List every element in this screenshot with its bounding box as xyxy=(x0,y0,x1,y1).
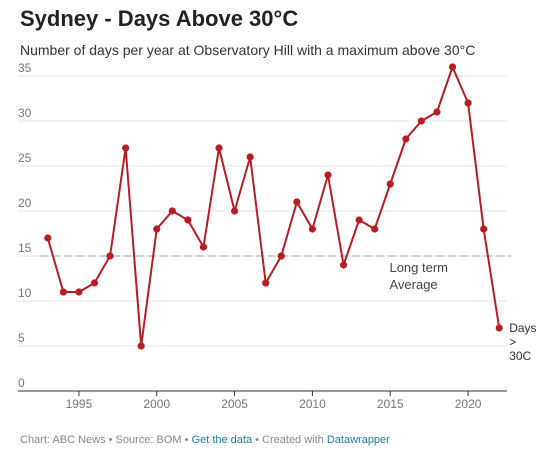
y-tick-label: 0 xyxy=(18,376,25,390)
datawrapper-link[interactable]: Datawrapper xyxy=(326,434,390,446)
data-point-2022 xyxy=(495,324,503,332)
data-point-1994 xyxy=(59,288,67,296)
chart-title: Sydney - Days Above 30°C xyxy=(20,6,299,31)
data-point-2018 xyxy=(433,108,441,116)
y-axis-ticks: 0 5 10 15 20 25 30 35 xyxy=(18,61,32,390)
data-point-1997 xyxy=(106,252,114,260)
x-axis-ticks: 1995 2000 2005 2010 2015 2020 xyxy=(66,391,482,411)
y-tick-label: 20 xyxy=(18,196,32,210)
data-point-2009 xyxy=(293,198,301,206)
data-point-1999 xyxy=(137,342,145,350)
data-point-2021 xyxy=(480,225,488,233)
data-point-2006 xyxy=(246,153,254,161)
data-point-2020 xyxy=(464,99,472,107)
end-label-group: Days>30C xyxy=(509,321,536,363)
y-tick-label: 35 xyxy=(18,61,32,75)
data-point-2011 xyxy=(324,171,332,179)
data-point-2014 xyxy=(371,225,379,233)
data-point-2010 xyxy=(308,225,317,233)
data-point-1995 xyxy=(75,288,83,296)
data-point-2015 xyxy=(386,180,394,188)
y-tick-label: 5 xyxy=(18,331,25,345)
y-tick-label: 30 xyxy=(18,106,32,120)
y-tick-label: 25 xyxy=(18,151,32,165)
footer-credit: Chart: ABC News • Source: BOM • xyxy=(20,434,192,446)
series-end-label: Days xyxy=(509,321,536,335)
data-point-2017 xyxy=(417,117,425,125)
series-group xyxy=(44,63,503,350)
data-point-2001 xyxy=(168,207,176,215)
y-tick-label: 10 xyxy=(18,286,32,300)
x-tick-label: 2005 xyxy=(221,397,248,411)
series-end-label: > xyxy=(509,335,516,349)
data-point-2004 xyxy=(215,144,223,152)
chart-subtitle: Number of days per year at Observatory H… xyxy=(20,42,476,58)
series-end-label: 30C xyxy=(509,349,531,363)
data-point-2002 xyxy=(184,216,192,224)
get-data-link[interactable]: Get the data xyxy=(191,434,253,446)
data-point-1996 xyxy=(90,279,99,287)
x-tick-label: 2015 xyxy=(377,397,404,411)
data-point-2003 xyxy=(199,243,208,251)
x-tick-label: 1995 xyxy=(66,397,93,411)
reference-line-label: Average xyxy=(389,277,437,292)
data-point-2016 xyxy=(402,135,410,143)
data-point-2007 xyxy=(262,279,270,287)
reference-line-group: Long term Average xyxy=(40,255,511,292)
data-point-1998 xyxy=(122,144,130,152)
y-tick-label: 15 xyxy=(18,241,32,255)
data-point-2012 xyxy=(339,261,348,269)
x-tick-label: 2000 xyxy=(143,397,170,411)
data-point-1993 xyxy=(44,234,52,242)
x-tick-label: 2010 xyxy=(299,397,326,411)
data-point-2005 xyxy=(230,207,239,215)
data-point-2013 xyxy=(355,216,363,224)
data-point-2000 xyxy=(153,225,161,233)
footer-middle: • Created with xyxy=(252,434,327,446)
data-point-2019 xyxy=(448,63,457,71)
x-tick-label: 2020 xyxy=(455,397,482,411)
gridlines xyxy=(18,75,507,392)
chart-footer: Chart: ABC News • Source: BOM • Get the … xyxy=(20,434,390,446)
data-point-2008 xyxy=(277,252,285,260)
reference-line-label: Long term xyxy=(389,260,448,275)
series-line xyxy=(46,66,501,347)
